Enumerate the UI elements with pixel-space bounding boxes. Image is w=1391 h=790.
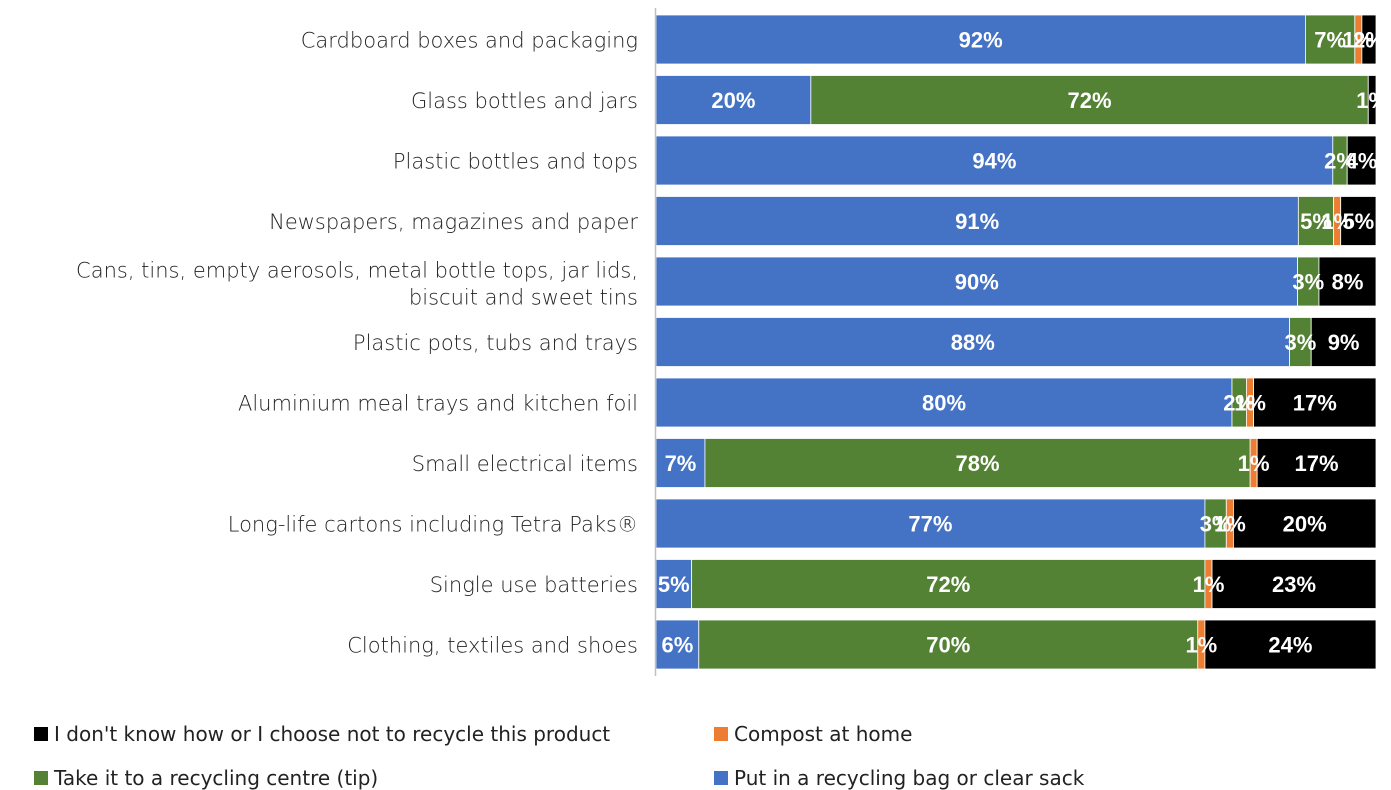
data-label-recycling-centre: 3% [1292, 270, 1324, 295]
data-label-dont-know: 9% [1328, 330, 1360, 355]
segment-labels-group: 92% 7%1%2%20% 72% 1%94% 2%4%91% 5%1%5%90% 3% 8%… [658, 28, 1388, 658]
data-label-recycling-bag: 88% [951, 330, 995, 355]
category-label: Glass bottles and jars [411, 89, 638, 113]
data-label-recycling-centre: 2% [1223, 391, 1255, 416]
category-label-line: Cans, tins, empty aerosols, metal bottle… [76, 259, 638, 283]
data-label-compost: 1% [1321, 209, 1353, 234]
bar-segment-dont-know [1340, 196, 1377, 246]
data-label-compost: 1% [1238, 451, 1270, 476]
bar-segment-dont-know [1211, 559, 1377, 609]
data-label-recycling-bag: 94% [972, 149, 1016, 174]
data-label-dont-know: 24% [1268, 633, 1312, 658]
data-label-compost: 1% [1234, 391, 1266, 416]
bar-segment-recycling-bag [655, 135, 1334, 186]
category-labels-group: Cardboard boxes and packaging Glass bottl… [76, 29, 638, 658]
data-label-recycling-bag: 5% [658, 572, 690, 597]
data-label-recycling-centre: 70% [926, 633, 970, 658]
bar-segment-dont-know [1367, 75, 1377, 125]
data-label-dont-know: 17% [1295, 451, 1339, 476]
bar-segment-dont-know [1253, 377, 1377, 428]
bar-segment-dont-know [1204, 619, 1377, 670]
bar-segment-recycling-bag [655, 438, 706, 488]
category-label: Plastic pots, tubs and trays [353, 331, 638, 355]
category-label: Newspapers, magazines and paper [269, 210, 638, 234]
stacked-bar-chart: 92% 7%1%2%20% 72% 1%94% 2%4%91% 5%1%5%90% 3% 8%… [76, 8, 1388, 676]
legend-swatch-blue [714, 771, 728, 785]
data-label-recycling-centre: 7% [1314, 28, 1346, 53]
legend-item-recycling-bag: Put in a recycling bag or clear sack [714, 766, 1084, 790]
data-label-dont-know: 17% [1293, 391, 1337, 416]
legend-swatch-black [34, 727, 48, 741]
bar-segment-dont-know [1346, 135, 1377, 186]
data-label-dont-know: 20% [1283, 512, 1327, 537]
data-label-dont-know: 1% [1356, 88, 1388, 113]
bar-segment-dont-know [1318, 256, 1377, 307]
legend-label: Compost at home [734, 722, 913, 746]
legend-item-compost: Compost at home [714, 722, 912, 746]
data-label-recycling-bag: 6% [661, 633, 693, 658]
data-label-dont-know: 5% [1342, 209, 1374, 234]
bar-segment-recycling-centre [698, 619, 1199, 670]
bar-segment-recycling-bag [655, 75, 812, 125]
data-label-recycling-centre: 5% [1300, 209, 1332, 234]
bar-segment-dont-know [1310, 317, 1377, 367]
category-label: Clothing, textiles and shoes [347, 634, 638, 658]
bar-segment-recycling-bag [655, 317, 1290, 367]
data-label-recycling-centre: 2% [1324, 149, 1356, 174]
bar-segment-recycling-centre [810, 75, 1369, 125]
data-label-recycling-centre: 3% [1200, 512, 1232, 537]
legend-label: I don't know how or I choose not to recy… [54, 722, 611, 746]
bar-segment-recycling-centre [691, 559, 1206, 609]
category-label: Small electrical items [412, 452, 638, 476]
bar-segment-recycling-bag [655, 559, 693, 609]
bar-segment-dont-know [1361, 14, 1377, 65]
legend-label: Put in a recycling bag or clear sack [734, 766, 1085, 790]
category-label: Single use batteries [430, 573, 638, 597]
bar-segment-recycling-centre [1297, 196, 1335, 246]
bar-segment-recycling-centre [704, 438, 1251, 488]
legend: I don't know how or I choose not to recy… [34, 716, 1364, 790]
bar-segment-recycling-bag [655, 498, 1206, 549]
category-label: Plastic bottles and tops [393, 150, 638, 174]
data-label-dont-know: 23% [1272, 572, 1316, 597]
data-label-recycling-bag: 92% [959, 28, 1003, 53]
category-label: Cardboard boxes and packaging [301, 29, 638, 53]
bar-segment-dont-know [1233, 498, 1377, 549]
bar-segment-dont-know [1256, 438, 1377, 488]
legend-swatch-green [34, 771, 48, 785]
data-label-recycling-bag: 90% [955, 270, 999, 295]
data-label-recycling-centre: 72% [1068, 88, 1112, 113]
data-label-compost: 1% [1342, 28, 1374, 53]
data-label-recycling-bag: 80% [922, 391, 966, 416]
data-label-compost: 1% [1193, 572, 1225, 597]
legend-swatch-orange [714, 727, 728, 741]
legend-label: Take it to a recycling centre (tip) [54, 766, 379, 790]
category-label: Aluminium meal trays and kitchen foil [238, 392, 638, 416]
data-label-recycling-bag: 91% [955, 209, 999, 234]
data-label-recycling-centre: 72% [926, 572, 970, 597]
bars-group [655, 14, 1377, 670]
data-label-recycling-bag: 7% [665, 451, 697, 476]
bar-segment-recycling-bag [655, 256, 1298, 307]
data-label-recycling-centre: 78% [956, 451, 1000, 476]
data-label-compost: 1% [1214, 512, 1246, 537]
data-label-compost: 1% [1185, 633, 1217, 658]
data-label-recycling-bag: 20% [711, 88, 755, 113]
data-label-dont-know: 2% [1353, 28, 1385, 53]
category-label-line: biscuit and sweet tins [409, 286, 638, 310]
category-label: Long-life cartons including Tetra Paks® [228, 513, 638, 537]
legend-item-dont-know: I don't know how or I choose not to recy… [34, 722, 610, 746]
category-label: Cans, tins, empty aerosols, metal bottle… [76, 259, 638, 310]
bar-segment-recycling-bag [655, 14, 1306, 65]
legend-item-recycling-centre: Take it to a recycling centre (tip) [34, 766, 378, 790]
bar-segment-recycling-centre [1305, 14, 1356, 65]
data-label-dont-know: 4% [1346, 149, 1378, 174]
data-label-recycling-bag: 77% [908, 512, 952, 537]
data-label-recycling-centre: 3% [1285, 330, 1317, 355]
data-label-dont-know: 8% [1332, 270, 1364, 295]
